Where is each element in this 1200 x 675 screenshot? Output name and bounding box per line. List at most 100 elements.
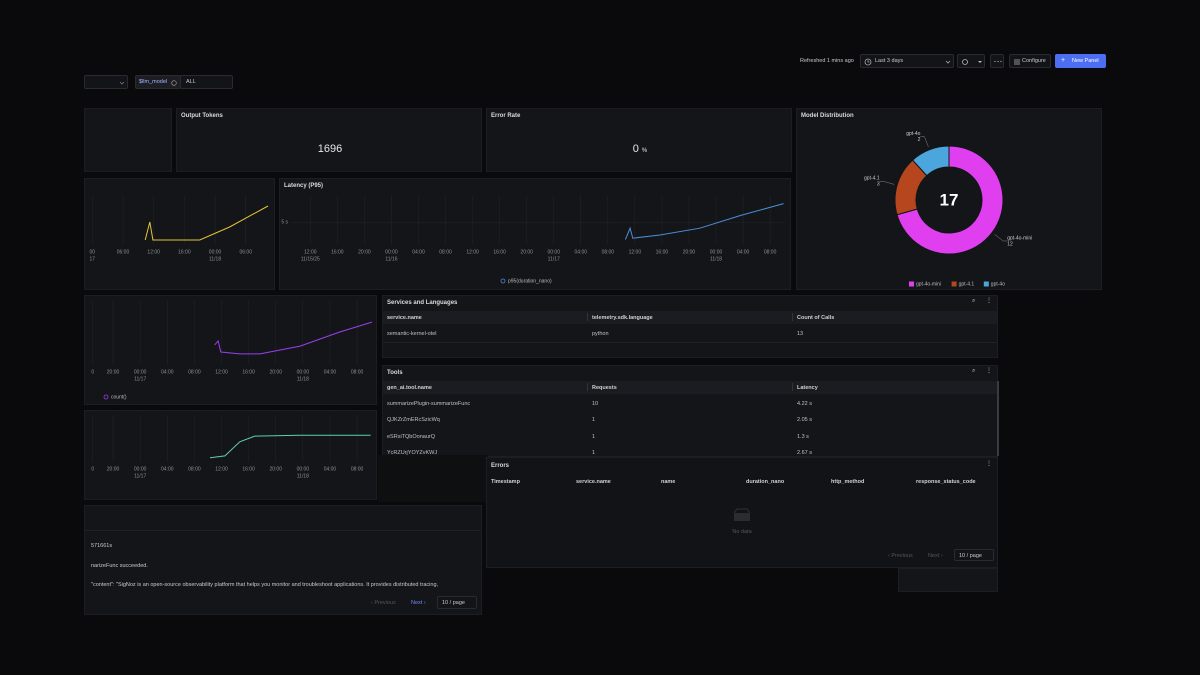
panel-title: Latency (P95) xyxy=(284,183,324,189)
panel-title: Error Rate xyxy=(491,113,521,119)
cell: QJKZrZmERcSzicWq xyxy=(387,417,440,423)
column-header[interactable]: Latency xyxy=(797,385,818,391)
cell: semantic-kernel-otel xyxy=(387,331,437,337)
log-line: narizeFunc succeeded. xyxy=(91,563,148,569)
column-header[interactable]: Requests xyxy=(592,385,617,391)
table-header xyxy=(383,311,997,324)
log-line: 571661s xyxy=(91,543,113,549)
refresh-button[interactable] xyxy=(957,54,985,68)
cell: 1 xyxy=(592,417,596,423)
cell: 1 xyxy=(592,434,596,440)
next-button[interactable]: Next › xyxy=(411,600,426,606)
column-header: http_method xyxy=(831,479,865,485)
variable-value-select[interactable]: ALL xyxy=(180,75,233,89)
page-size-select[interactable]: 10 / page xyxy=(437,596,477,609)
page-size-select[interactable]: 10 / page xyxy=(954,549,994,561)
panel xyxy=(84,108,172,172)
new-panel-label: New Panel xyxy=(1072,58,1099,64)
cell: python xyxy=(592,331,609,337)
variable-select[interactable] xyxy=(84,75,128,89)
previous-label: Previous xyxy=(891,553,913,559)
configure-label: Configure xyxy=(1022,58,1046,64)
panel-title: Tools xyxy=(387,370,403,376)
menu-icon[interactable]: ⋮ xyxy=(986,298,992,304)
cell: 4.22 s xyxy=(797,401,812,407)
column-header: duration_nano xyxy=(746,479,785,485)
info-icon xyxy=(171,80,177,86)
stat-line: 0 % xyxy=(487,143,793,155)
scrollbar[interactable] xyxy=(997,381,999,456)
cell: 10 xyxy=(592,401,599,407)
new-panel-button[interactable]: + New Panel xyxy=(1055,54,1106,68)
next-label: Next xyxy=(411,600,423,606)
empty-text: No data xyxy=(732,529,752,535)
latency-panel: Latency (P95) xyxy=(279,178,791,290)
previous-label: Previous xyxy=(374,600,396,606)
search-icon[interactable]: ⌕ xyxy=(972,368,976,374)
variable-value: ALL xyxy=(186,79,196,85)
previous-button[interactable]: ‹ Previous xyxy=(888,553,913,559)
previous-button[interactable]: ‹ Previous xyxy=(371,600,396,606)
panel-title: Services and Languages xyxy=(387,300,458,306)
next-button[interactable]: Next › xyxy=(928,553,943,559)
column-separator xyxy=(792,313,793,321)
stat-value: 1696 xyxy=(317,143,343,155)
cell: 2.67 s xyxy=(797,450,812,456)
table-header xyxy=(383,381,997,394)
log-line: "content": "SigNoz is an open-source obs… xyxy=(91,582,439,588)
more-button[interactable] xyxy=(990,54,1004,68)
column-header[interactable]: Count of Calls xyxy=(797,315,835,321)
variable-name: $llm_model xyxy=(139,79,168,85)
cell: 13 xyxy=(797,331,804,337)
plus-icon: + xyxy=(1061,57,1066,64)
configure-button[interactable]: Configure xyxy=(1009,54,1051,68)
panel xyxy=(898,568,998,592)
panel-title: Output Tokens xyxy=(181,113,223,119)
divider xyxy=(85,530,481,531)
empty-icon xyxy=(733,508,751,521)
column-header[interactable]: service.name xyxy=(387,315,422,321)
column-header[interactable]: telemetry.sdk.language xyxy=(592,315,653,321)
logs-panel: 571661s narizeFunc succeeded. "content":… xyxy=(84,505,482,615)
column-separator xyxy=(587,383,588,391)
row-border xyxy=(383,342,997,343)
cell: summarizePlugin-summarizeFunc xyxy=(387,401,471,407)
menu-icon[interactable]: ⋮ xyxy=(986,461,992,467)
chart-panel xyxy=(84,295,377,405)
stat-value: 0 xyxy=(632,143,639,155)
cell: eSRsiTQbOonaurQ xyxy=(387,434,435,440)
cell: YcRZUrjYOYZvKWJ xyxy=(387,450,438,456)
variable-label-box: $llm_model xyxy=(135,75,181,89)
panel-title: Model Distribution xyxy=(801,113,854,119)
time-range: Last 3 days xyxy=(875,58,904,64)
column-header: Timestamp xyxy=(491,479,520,485)
menu-icon[interactable]: ⋮ xyxy=(986,368,992,374)
next-label: Next xyxy=(928,553,940,559)
error-rate-panel: Error Rate 0 % xyxy=(486,108,792,172)
column-header[interactable]: gen_ai.tool.name xyxy=(387,385,432,391)
chart-panel xyxy=(84,410,377,500)
errors-panel: Errors ⋮ Timestamp service.name name dur… xyxy=(486,457,998,568)
stat-unit: % xyxy=(641,148,648,154)
column-header: name xyxy=(661,479,676,485)
cell: 2.05 s xyxy=(797,417,812,423)
time-picker[interactable]: Last 3 days xyxy=(860,54,954,68)
cell: 1 xyxy=(592,450,596,456)
chevron xyxy=(945,60,951,64)
column-separator xyxy=(587,313,588,321)
clock-icon xyxy=(864,58,872,66)
panel-title: Errors xyxy=(491,463,510,469)
services-panel: Services and Languages ⌕ ⋮ service.name … xyxy=(382,295,998,358)
output-tokens-panel: Output Tokens 1696 xyxy=(176,108,482,172)
page-size: 10 / page xyxy=(959,553,982,559)
cell: 1.3 s xyxy=(797,434,809,440)
column-header: service.name xyxy=(576,479,611,485)
column-header: response_status_code xyxy=(916,479,976,485)
refresh-icon xyxy=(962,59,982,65)
search-icon[interactable]: ⌕ xyxy=(972,298,976,304)
model-distribution-panel: Model Distribution xyxy=(796,108,1102,290)
dots-icon xyxy=(994,60,1002,63)
page-size: 10 / page xyxy=(442,600,465,606)
tools-panel: Tools ⌕ ⋮ gen_ai.tool.name Requests Late… xyxy=(382,365,999,457)
